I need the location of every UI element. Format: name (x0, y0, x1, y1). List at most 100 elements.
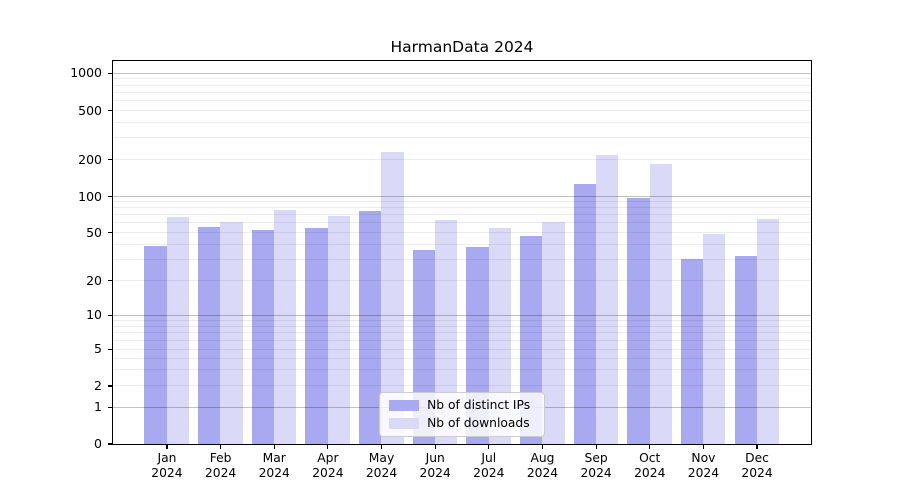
x-tick-label-jan: Jan 2024 (139, 451, 195, 481)
x-tick-jul (488, 444, 490, 449)
gridline-5 (113, 348, 811, 350)
month-label: Mar (262, 451, 286, 465)
legend-item-distinct-ips: Nb of distinct IPs (389, 398, 535, 412)
gridline-9 (113, 319, 811, 321)
gridline-40 (113, 243, 811, 245)
gridline-900 (113, 78, 811, 80)
gridline-20 (113, 280, 811, 281)
year-label: 2024 (741, 466, 773, 480)
y-tick-0 (108, 443, 114, 445)
y-tick-label-1000: 1000 (70, 65, 102, 81)
bar-distinct-ips-sep (573, 184, 596, 444)
y-tick-1000 (108, 72, 114, 74)
y-tick-100 (108, 195, 114, 198)
month-label: Sep (584, 451, 608, 465)
gridline-50 (113, 232, 811, 233)
x-tick-sep (595, 444, 597, 449)
bar-downloads-apr (327, 215, 350, 444)
x-tick-jan (166, 444, 168, 449)
y-tick-label-10: 10 (86, 307, 102, 323)
y-tick-label-500: 500 (78, 102, 102, 118)
gridline-500 (113, 110, 811, 111)
year-label: 2024 (687, 466, 720, 480)
month-label: Oct (639, 451, 661, 465)
gridline-60 (113, 222, 811, 224)
gridline-8 (113, 325, 811, 327)
x-tick-label-nov: Nov 2024 (675, 451, 731, 481)
y-tick-label-2: 2 (94, 378, 102, 393)
bar-downloads-oct (649, 163, 672, 444)
bar-downloads-jun (434, 219, 458, 444)
year-label: 2024 (365, 466, 398, 480)
gridline-3 (113, 369, 811, 371)
month-label: Aug (530, 451, 555, 465)
year-label: 2024 (634, 466, 666, 480)
gridline-400 (113, 121, 811, 123)
gridline-90 (113, 201, 811, 203)
x-tick-label-apr: Apr 2024 (300, 451, 356, 481)
plot-area: Nb of distinct IPs Nb of downloads (112, 59, 812, 446)
y-tick-10 (108, 314, 114, 316)
gridline-700 (113, 91, 811, 93)
y-tick-label-1: 1 (94, 399, 102, 415)
y-tick-200 (108, 159, 114, 161)
bar-distinct-ips-jan (144, 245, 167, 444)
bar-downloads-nov (703, 233, 726, 444)
bar-downloads-mar (274, 209, 297, 444)
y-tick-50 (108, 232, 114, 234)
x-tick-label-oct: Oct 2024 (622, 451, 678, 481)
x-tick-label-dec: Dec 2024 (729, 451, 785, 481)
bar-downloads-sep (595, 154, 619, 444)
year-label: 2024 (473, 466, 505, 480)
gridline-100 (113, 195, 811, 197)
gridline-300 (113, 137, 811, 139)
legend: Nb of distinct IPs Nb of downloads (379, 391, 546, 437)
y-tick-label-50: 50 (86, 224, 102, 240)
x-tick-nov (702, 444, 704, 449)
gridline-200 (113, 159, 811, 161)
month-label: Jul (481, 451, 497, 465)
year-label: 2024 (580, 466, 612, 480)
legend-label-distinct-ips: Nb of distinct IPs (427, 398, 531, 412)
bar-downloads-may (381, 152, 404, 444)
month-label: Jun (425, 451, 445, 465)
gridline-4 (113, 357, 811, 359)
month-label: Apr (317, 451, 339, 465)
x-tick-label-jul: Jul 2024 (461, 451, 517, 481)
y-tick-2 (108, 385, 114, 387)
gridline-1000 (113, 72, 811, 74)
year-label: 2024 (258, 466, 290, 480)
x-tick-apr (327, 444, 329, 449)
bar-distinct-ips-feb (198, 226, 221, 444)
y-tick-500 (108, 110, 114, 112)
y-tick-5 (108, 348, 114, 350)
y-tick-label-100: 100 (78, 188, 102, 204)
x-tick-label-mar: Mar 2024 (246, 451, 302, 481)
month-label: Nov (691, 451, 716, 465)
bar-distinct-ips-oct (627, 197, 650, 444)
gridline-10 (113, 314, 811, 316)
x-tick-oct (649, 444, 651, 449)
bar-distinct-ips-may (359, 210, 382, 444)
gridline-30 (113, 258, 811, 260)
year-label: 2024 (419, 466, 451, 480)
x-tick-label-jun: Jun 2024 (407, 451, 463, 481)
legend-label-downloads: Nb of downloads (427, 416, 530, 430)
x-tick-label-aug: Aug 2024 (514, 451, 570, 481)
x-tick-mar (273, 444, 275, 449)
x-tick-label-sep: Sep 2024 (568, 451, 624, 481)
month-label: Dec (745, 451, 769, 465)
gridline-600 (113, 100, 811, 102)
y-tick-label-5: 5 (94, 341, 102, 357)
bar-downloads-dec (756, 218, 780, 444)
bar-downloads-jul (488, 227, 511, 444)
bar-distinct-ips-apr (305, 227, 328, 444)
month-label: May (368, 451, 395, 465)
bar-distinct-ips-dec (734, 255, 757, 444)
y-tick-label-20: 20 (86, 272, 102, 288)
x-tick-label-feb: Feb 2024 (193, 451, 249, 481)
gridline-2 (113, 385, 811, 387)
legend-item-downloads: Nb of downloads (389, 416, 535, 430)
y-tick-label-200: 200 (78, 151, 102, 167)
